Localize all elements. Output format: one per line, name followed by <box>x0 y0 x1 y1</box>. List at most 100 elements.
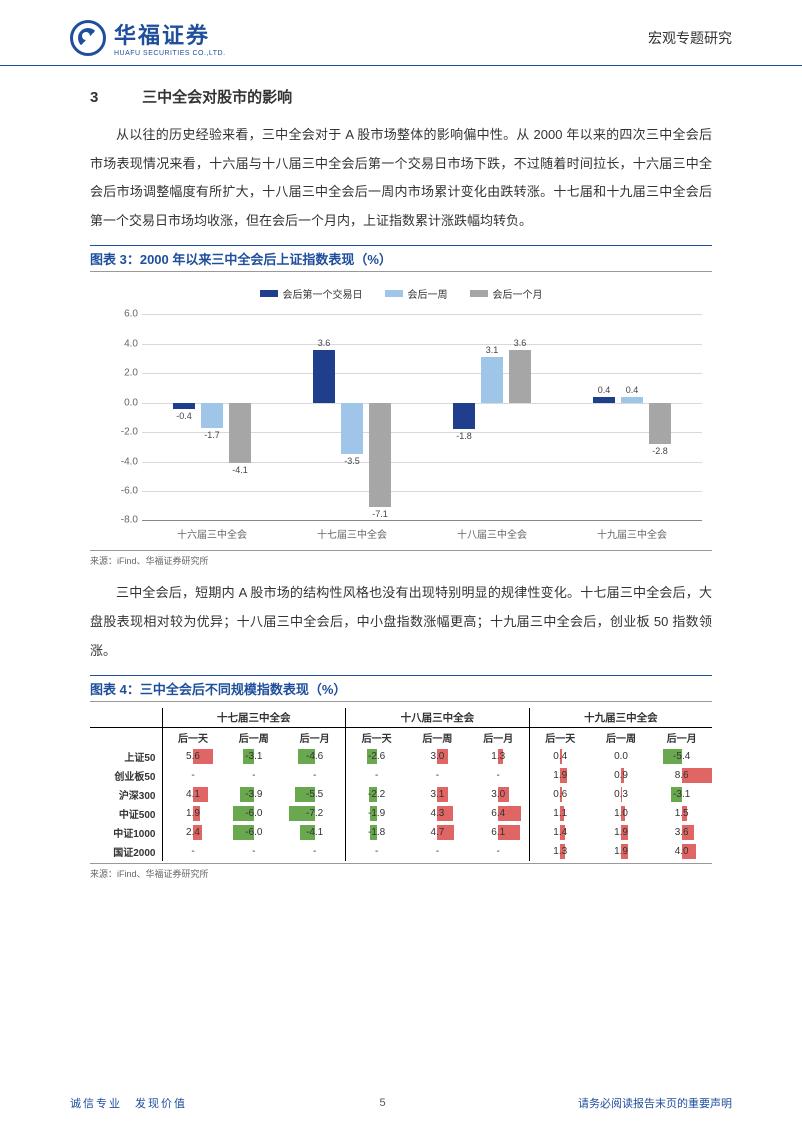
bar-value-label: -1.7 <box>204 430 220 440</box>
table-cell: 3.1 <box>407 785 468 804</box>
table-cell: 4.7 <box>407 823 468 842</box>
table-cell: - <box>407 842 468 861</box>
bar <box>649 403 671 444</box>
bar <box>369 403 391 507</box>
row-label: 上证50 <box>90 747 162 766</box>
table-row: 中证10002.4-6.0-4.1-1.84.76.11.41.93.6 <box>90 823 712 842</box>
y-tick-label: -2.0 <box>106 427 138 438</box>
y-tick-label: 0.0 <box>106 397 138 408</box>
legend-label: 会后第一个交易日 <box>283 286 363 301</box>
bar <box>313 350 335 403</box>
table-cell: -2.6 <box>346 747 408 766</box>
table-group-header: 十七届三中全会 <box>162 708 346 728</box>
table-cell: 5.6 <box>162 747 224 766</box>
header-category: 宏观专题研究 <box>648 28 732 48</box>
table-sub-header: 后一月 <box>468 728 530 748</box>
table-cell: - <box>284 766 346 785</box>
legend-swatch <box>470 290 488 297</box>
table-cell: - <box>162 842 224 861</box>
y-tick-label: 4.0 <box>106 338 138 349</box>
table-cell: 3.0 <box>407 747 468 766</box>
table-cell: - <box>346 766 408 785</box>
bar-value-label: 0.4 <box>598 385 611 395</box>
table-cell: -1.9 <box>346 804 408 823</box>
paragraph-2: 三中全会后，短期内 A 股市场的结构性风格也没有出现特别明显的规律性变化。十七届… <box>90 579 712 665</box>
table-cell: 0.6 <box>529 785 591 804</box>
table-cell: 4.3 <box>407 804 468 823</box>
table-sub-header: 后一周 <box>224 728 285 748</box>
bar-value-label: -7.1 <box>372 509 388 519</box>
table-row: 上证505.6-3.1-4.6-2.63.01.30.40.0-5.4 <box>90 747 712 766</box>
table-cell: 1.0 <box>591 804 652 823</box>
table-cell: 1.3 <box>529 842 591 861</box>
y-tick-label: 6.0 <box>106 309 138 320</box>
table-cell: -6.0 <box>224 823 285 842</box>
table-cell: 1.9 <box>591 842 652 861</box>
table-cell: - <box>468 842 530 861</box>
footer-motto: 诚信专业 发现价值 <box>70 1095 187 1111</box>
table-cell: 3.0 <box>468 785 530 804</box>
table-cell: - <box>468 766 530 785</box>
footer-disclaimer: 请务必阅读报告末页的重要声明 <box>578 1095 732 1111</box>
table-cell: 1.3 <box>468 747 530 766</box>
bar-value-label: -4.1 <box>232 465 248 475</box>
chart3-source: 来源：iFind、华福证券研究所 <box>90 550 712 579</box>
table-cell: 3.6 <box>651 823 712 842</box>
table-cell: - <box>284 842 346 861</box>
legend-swatch <box>260 290 278 297</box>
page-header: 华福证券 HUAFU SECURITIES CO.,LTD. 宏观专题研究 <box>0 0 802 66</box>
chart3: 会后第一个交易日 会后一周 会后一个月 -0.4 -1.7 -4.1 3.6 -3.5 -… <box>90 278 712 548</box>
table-cell: 1.5 <box>651 804 712 823</box>
table-sub-header: 后一天 <box>162 728 224 748</box>
table-row: 创业板50------1.90.98.6 <box>90 766 712 785</box>
chart3-legend: 会后第一个交易日 会后一周 会后一个月 <box>90 278 712 307</box>
table-cell: - <box>224 842 285 861</box>
bar <box>201 403 223 428</box>
table-cell: 1.9 <box>162 804 224 823</box>
bar <box>341 403 363 455</box>
y-tick-label: 2.0 <box>106 368 138 379</box>
bar <box>621 397 643 403</box>
row-label: 中证500 <box>90 804 162 823</box>
chart4-title: 图表 4：三中全会后不同规模指数表现（%） <box>90 675 712 702</box>
table-row: 中证5001.9-6.0-7.2-1.94.36.41.11.01.5 <box>90 804 712 823</box>
table-cell: -6.0 <box>224 804 285 823</box>
footer-page-number: 5 <box>379 1097 385 1109</box>
bar-value-label: -0.4 <box>176 411 192 421</box>
table-sub-header: 后一天 <box>529 728 591 748</box>
table-row: 沪深3004.1-3.9-5.5-2.23.13.00.60.3-3.1 <box>90 785 712 804</box>
row-label: 中证1000 <box>90 823 162 842</box>
y-tick-label: -6.0 <box>106 485 138 496</box>
chart3-plot: -0.4-1.7-4.13.6-3.5-7.1-1.83.13.60.40.4-… <box>142 314 702 520</box>
page-footer: 诚信专业 发现价值 5 请务必阅读报告末页的重要声明 <box>0 1095 802 1111</box>
chart4-table: 十七届三中全会十八届三中全会十九届三中全会后一天后一周后一月后一天后一周后一月后… <box>90 708 712 861</box>
row-label: 沪深300 <box>90 785 162 804</box>
row-label: 创业板50 <box>90 766 162 785</box>
table-sub-header: 后一天 <box>346 728 408 748</box>
bar-value-label: 3.1 <box>486 345 499 355</box>
table-sub-header: 后一月 <box>284 728 346 748</box>
logo-icon <box>70 20 106 56</box>
table-row: 国证2000------1.31.94.0 <box>90 842 712 861</box>
chart3-title: 图表 3：2000 年以来三中全会后上证指数表现（%） <box>90 245 712 272</box>
bar <box>481 357 503 403</box>
bar <box>509 350 531 403</box>
table-cell: -4.6 <box>284 747 346 766</box>
table-sub-header: 后一周 <box>591 728 652 748</box>
table-cell: - <box>224 766 285 785</box>
table-cell: - <box>346 842 408 861</box>
table-sub-header: 后一月 <box>651 728 712 748</box>
table-cell: 2.4 <box>162 823 224 842</box>
table-cell: - <box>407 766 468 785</box>
table-cell: - <box>162 766 224 785</box>
table-cell: 6.1 <box>468 823 530 842</box>
table-cell: 0.3 <box>591 785 652 804</box>
x-category-label: 十六届三中全会 <box>177 526 247 541</box>
table-cell: 0.0 <box>591 747 652 766</box>
bar-value-label: -3.5 <box>344 456 360 466</box>
table-cell: -3.1 <box>651 785 712 804</box>
table-cell: -5.4 <box>651 747 712 766</box>
bar-value-label: -1.8 <box>456 431 472 441</box>
bar-value-label: 3.6 <box>318 338 331 348</box>
bar <box>229 403 251 463</box>
